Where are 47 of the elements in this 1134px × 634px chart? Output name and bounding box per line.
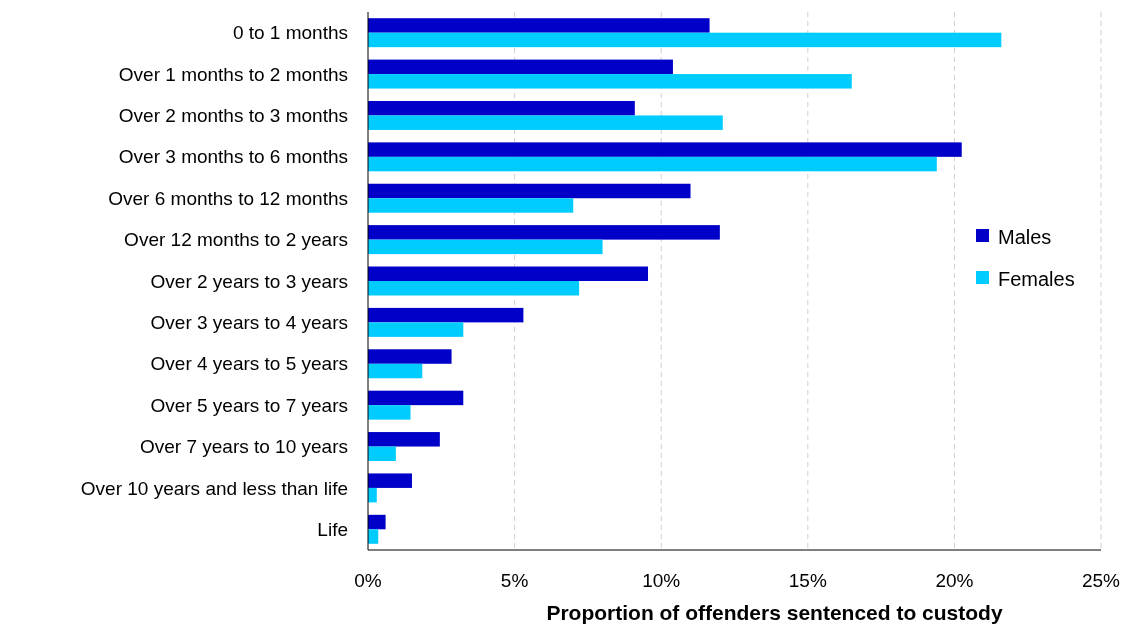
y-tick-label: Over 10 years and less than life — [80, 477, 348, 499]
y-tick-label: Over 2 months to 3 months — [118, 105, 348, 127]
bar — [368, 100, 635, 116]
y-tick-label: Over 2 years to 3 years — [150, 270, 348, 292]
bar — [368, 390, 464, 406]
x-tick-label: 20% — [935, 570, 974, 591]
x-tick-label: 10% — [642, 570, 681, 591]
legend-label: Females — [998, 268, 1075, 290]
bar — [368, 432, 440, 447]
y-tick-label: Over 5 years to 7 years — [150, 394, 348, 416]
bar — [368, 142, 962, 157]
y-tick-label: Over 7 years to 10 years — [139, 436, 348, 458]
bar — [368, 281, 580, 296]
bar — [368, 363, 423, 379]
x-axis-title: Proportion of offenders sentenced to custody — [546, 601, 1003, 624]
bar — [368, 198, 574, 213]
bar — [368, 59, 673, 75]
bar — [368, 473, 412, 488]
bar — [368, 32, 1002, 48]
y-tick-label: Over 3 months to 6 months — [118, 146, 348, 168]
x-tick-label: 15% — [788, 570, 827, 591]
y-tick-label: Over 3 years to 4 years — [150, 312, 348, 334]
x-tick-label: 25% — [1081, 570, 1121, 591]
y-tick-label: Over 6 months to 12 months — [108, 187, 348, 209]
bar — [368, 514, 386, 530]
bar — [368, 239, 603, 255]
y-tick-label: Over 4 years to 5 years — [150, 353, 348, 375]
y-tick-label: Over 12 months to 2 years — [124, 229, 348, 251]
bar — [368, 115, 723, 130]
bar — [368, 529, 379, 544]
y-tick-label: 0 to 1 months — [232, 22, 348, 44]
bar — [368, 18, 710, 33]
bar — [368, 183, 691, 199]
bar — [368, 156, 937, 172]
y-tick-label: Over 1 months to 2 months — [118, 63, 348, 85]
bar — [368, 225, 720, 240]
bar — [368, 74, 852, 89]
bar — [368, 266, 649, 281]
legend-label: Males — [998, 226, 1052, 248]
x-tick-label: 0% — [354, 570, 382, 591]
bar — [368, 322, 464, 337]
y-tick-label: Life — [317, 518, 348, 540]
bar — [368, 405, 411, 420]
bar — [368, 307, 524, 323]
bar — [368, 446, 396, 462]
x-tick-label: 5% — [500, 570, 529, 591]
bar — [368, 349, 452, 364]
